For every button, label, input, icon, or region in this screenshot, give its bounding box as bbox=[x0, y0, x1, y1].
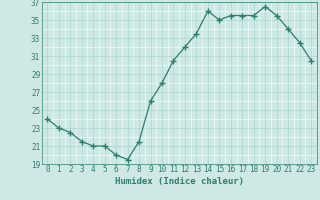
X-axis label: Humidex (Indice chaleur): Humidex (Indice chaleur) bbox=[115, 177, 244, 186]
